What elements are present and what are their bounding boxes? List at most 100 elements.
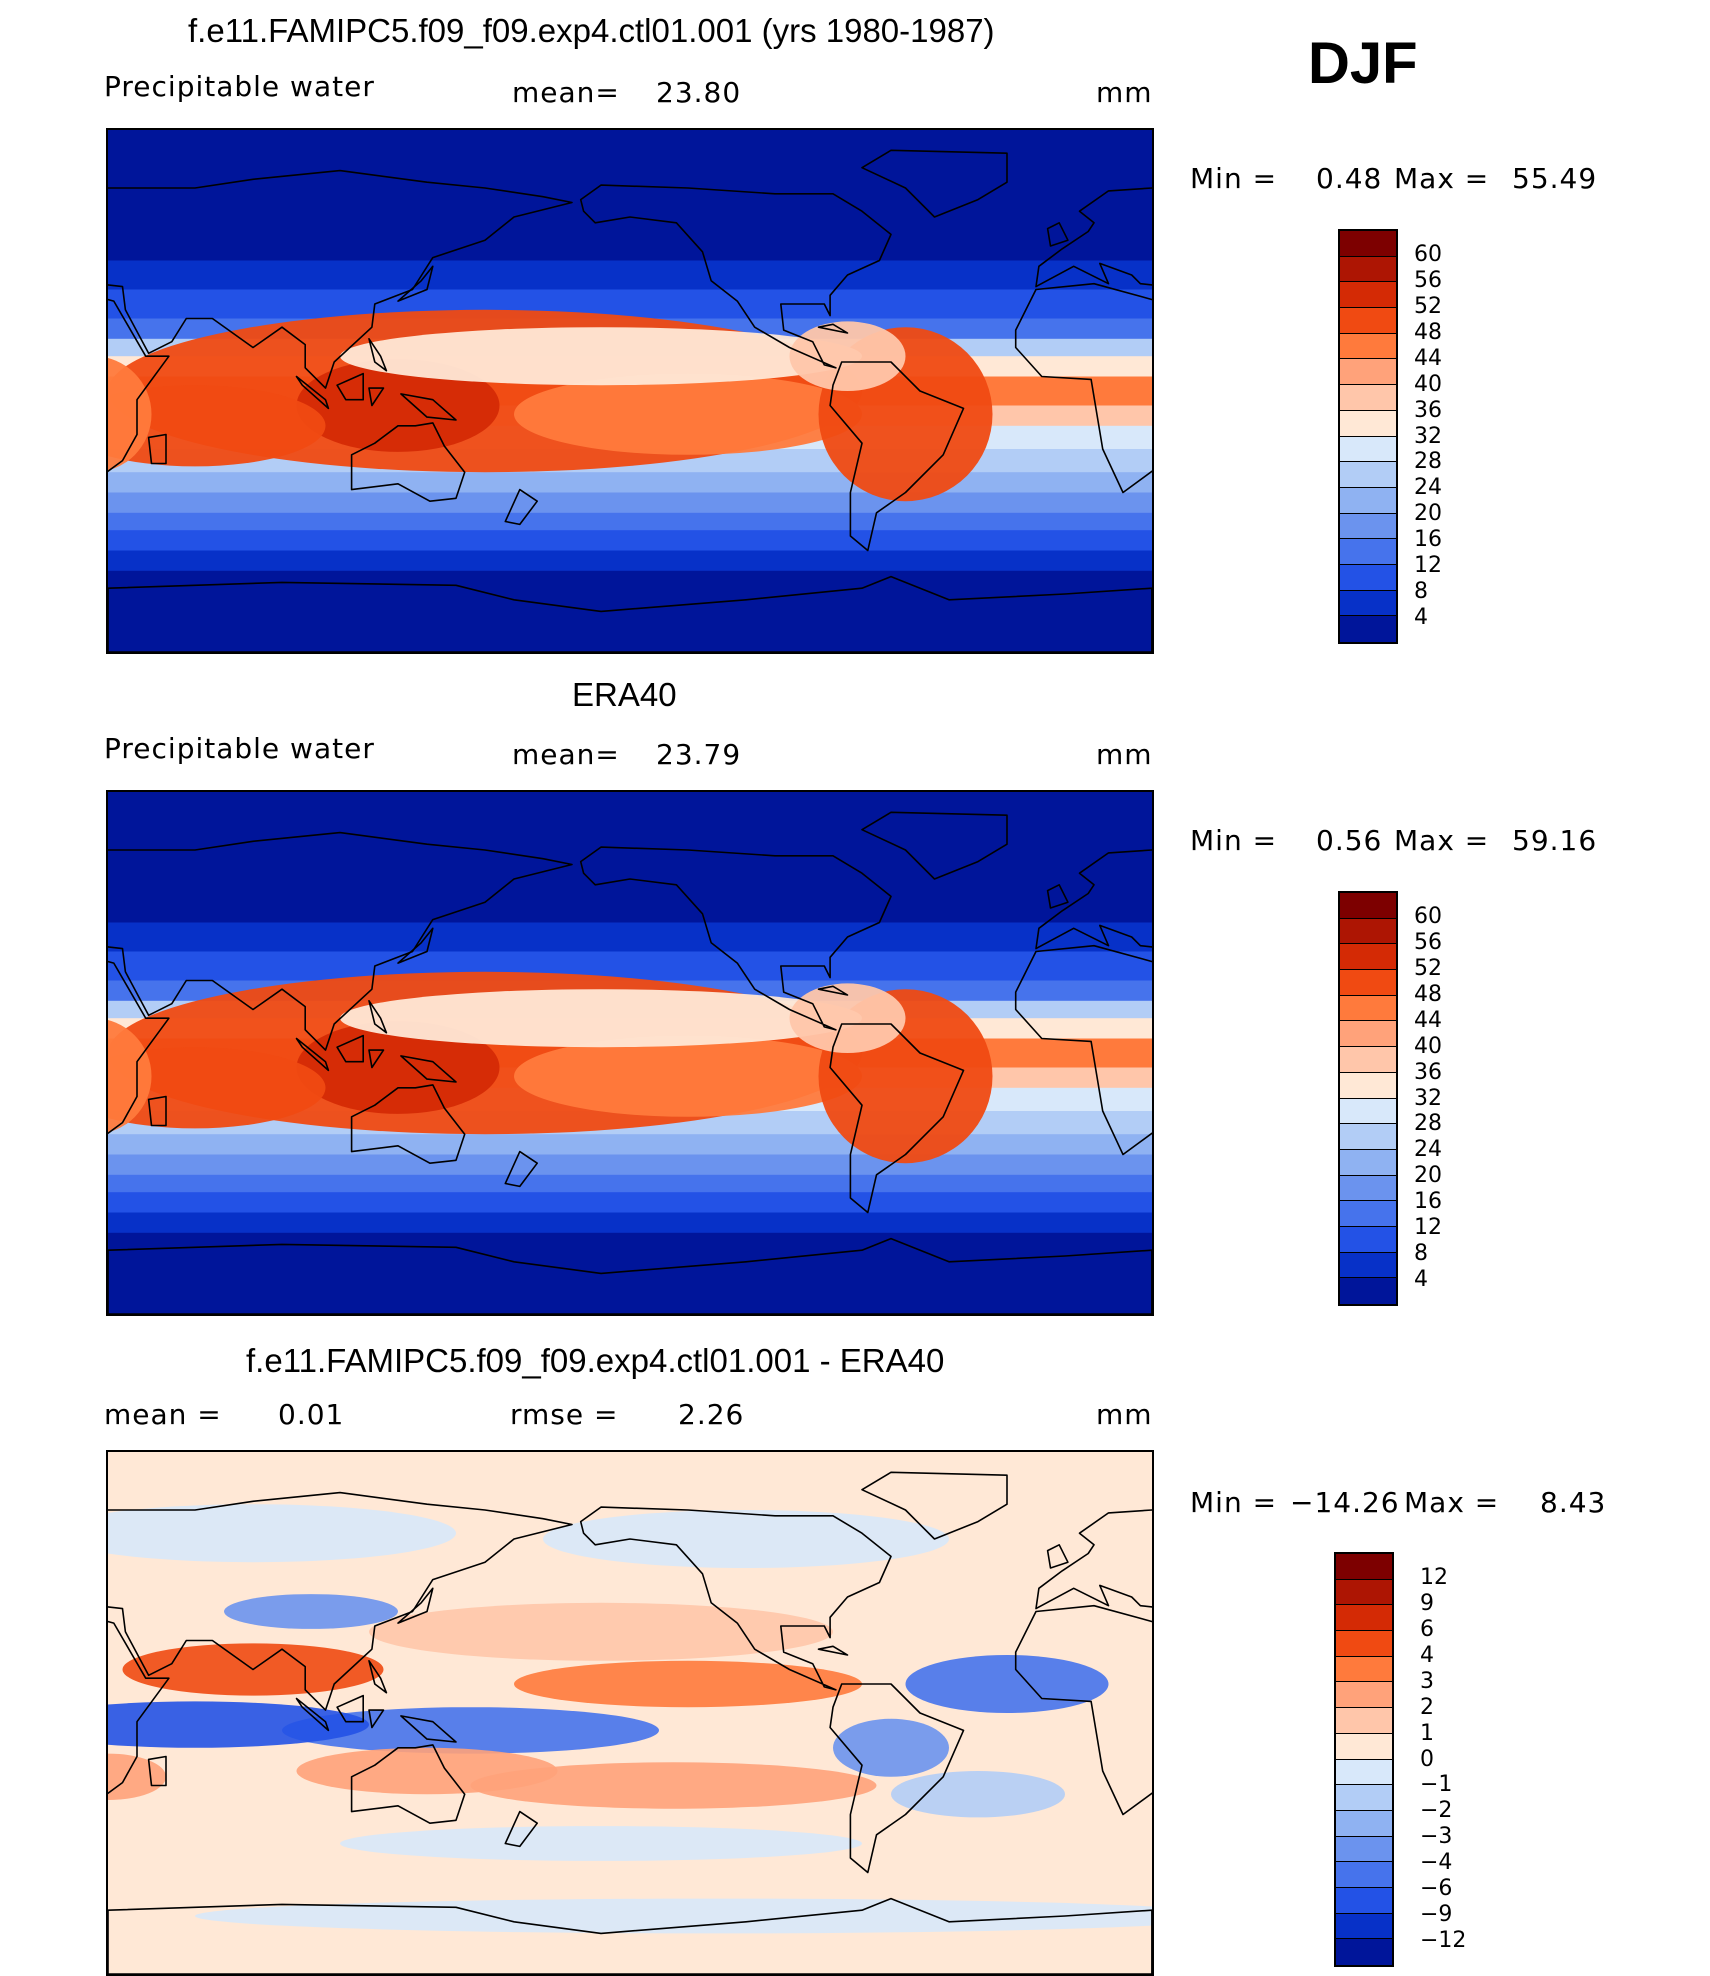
colorbar-swatch <box>1336 1913 1392 1940</box>
coastline <box>147 1755 167 1787</box>
colorbar-tick-label: 16 <box>1414 527 1442 553</box>
colorbar-swatch <box>1340 1175 1396 1202</box>
coastline <box>400 1055 457 1083</box>
colorbar-swatch <box>1336 1656 1392 1683</box>
colorbar-swatch <box>1340 1201 1396 1227</box>
colorbar-tick-label: 32 <box>1414 423 1442 449</box>
coastline <box>504 488 538 526</box>
colorbar-swatch <box>1340 564 1396 591</box>
colorbar-tick-label: 16 <box>1414 1189 1442 1215</box>
panel-3-units: mm <box>1096 1398 1153 1431</box>
contour-fill <box>108 130 1152 652</box>
coastline <box>579 1506 892 1691</box>
colorbar-tick-label: 56 <box>1414 267 1442 293</box>
colorbar-tick-label: 3 <box>1420 1668 1434 1694</box>
colorbar-tick-label: 40 <box>1414 1033 1442 1059</box>
colorbar-tick-label: −4 <box>1420 1850 1453 1876</box>
colorbar-swatch <box>1340 333 1396 360</box>
colorbar-swatch <box>1336 1579 1392 1606</box>
panel-1-colorbar <box>1338 229 1398 644</box>
coastline <box>579 846 892 1031</box>
coastline <box>108 1237 1152 1314</box>
colorbar-tick-label: 4 <box>1420 1642 1434 1668</box>
coastline <box>108 169 573 389</box>
coastline <box>1014 282 1152 494</box>
coastline <box>579 184 892 369</box>
coastline <box>817 1645 849 1656</box>
panel-3-rmse-label: rmse = <box>510 1398 619 1431</box>
coastline <box>336 1694 364 1723</box>
coastline <box>368 1000 388 1034</box>
colorbar-tick-label: −12 <box>1420 1928 1467 1954</box>
colorbar-swatch <box>1336 1887 1392 1914</box>
panel-3-map <box>106 1450 1154 1976</box>
panel-2-min-label: Min = <box>1190 824 1278 857</box>
panel-3-min-value: −14.26 <box>1290 1486 1400 1519</box>
panel-3-rmse-value: 2.26 <box>678 1398 745 1431</box>
colorbar-swatch <box>1340 1149 1396 1176</box>
coastline <box>108 1897 1152 1974</box>
coastline <box>861 1471 1008 1540</box>
coastline <box>397 265 434 302</box>
coastline <box>829 1023 965 1214</box>
coastline <box>336 1034 364 1063</box>
panel-1-map-plot <box>108 130 1152 652</box>
colorbar-swatch <box>1340 1021 1396 1048</box>
colorbar-tick-label: 9 <box>1420 1590 1434 1616</box>
coastline <box>1035 849 1152 950</box>
colorbar-swatch <box>1340 513 1396 540</box>
contour-blob <box>514 1035 862 1117</box>
contour-band <box>108 530 1152 551</box>
colorbar-tick-label: −3 <box>1420 1824 1453 1850</box>
coastline <box>400 1715 457 1743</box>
coastline <box>504 1150 538 1188</box>
colorbar-tick-label: 32 <box>1414 1085 1442 1111</box>
colorbar-swatch <box>1336 1733 1392 1760</box>
colorbar-swatch <box>1336 1605 1392 1632</box>
panel-3-min-label: Min = <box>1190 1486 1278 1519</box>
colorbar-swatch <box>1340 1098 1396 1125</box>
colorbar-swatch <box>1340 359 1396 386</box>
colorbar-swatch <box>1340 539 1396 565</box>
coastline <box>108 1491 573 1711</box>
colorbar-tick-label: 44 <box>1414 1007 1442 1033</box>
panel-1-min-value: 0.48 <box>1316 162 1383 195</box>
coastline <box>829 361 965 552</box>
coastline <box>397 927 434 964</box>
contour-blob <box>296 1021 500 1114</box>
contour-band <box>108 922 1152 952</box>
contour-band <box>108 792 1152 923</box>
coastline <box>368 338 388 372</box>
colorbar-swatch <box>1336 1939 1392 1965</box>
coastline <box>1035 187 1152 288</box>
coastline <box>350 1744 466 1824</box>
colorbar-swatch <box>1340 462 1396 488</box>
contour-blob <box>224 1594 398 1629</box>
contour-blob <box>108 358 152 471</box>
coastline <box>1046 1544 1069 1569</box>
contour-band <box>108 492 1152 514</box>
colorbar-swatch <box>1336 1785 1392 1811</box>
coastline <box>397 1587 434 1624</box>
coastline <box>108 298 170 473</box>
colorbar-tick-label: 60 <box>1414 903 1442 929</box>
colorbar-tick-label: 40 <box>1414 371 1442 397</box>
colorbar-tick-label: 36 <box>1414 397 1442 423</box>
colorbar-swatch <box>1340 1072 1396 1099</box>
panel-2-units: mm <box>1096 738 1153 771</box>
colorbar-swatch <box>1340 970 1396 996</box>
contour-band <box>108 1174 1152 1193</box>
contour-fill <box>108 1452 1152 1974</box>
colorbar-swatch <box>1340 590 1396 617</box>
colorbar-swatch <box>1340 918 1396 945</box>
colorbar-tick-label: 6 <box>1420 1616 1434 1642</box>
contour-band <box>108 1154 1152 1176</box>
colorbar-tick-label: 36 <box>1414 1059 1442 1085</box>
colorbar-tick-label: −6 <box>1420 1876 1453 1902</box>
panel-2-min-value: 0.56 <box>1316 824 1383 857</box>
colorbar-tick-label: 52 <box>1414 293 1442 319</box>
coastline <box>1014 1604 1152 1816</box>
colorbar-swatch <box>1336 1759 1392 1786</box>
colorbar-tick-label: 60 <box>1414 241 1442 267</box>
panel-1-max-value: 55.49 <box>1512 162 1598 195</box>
